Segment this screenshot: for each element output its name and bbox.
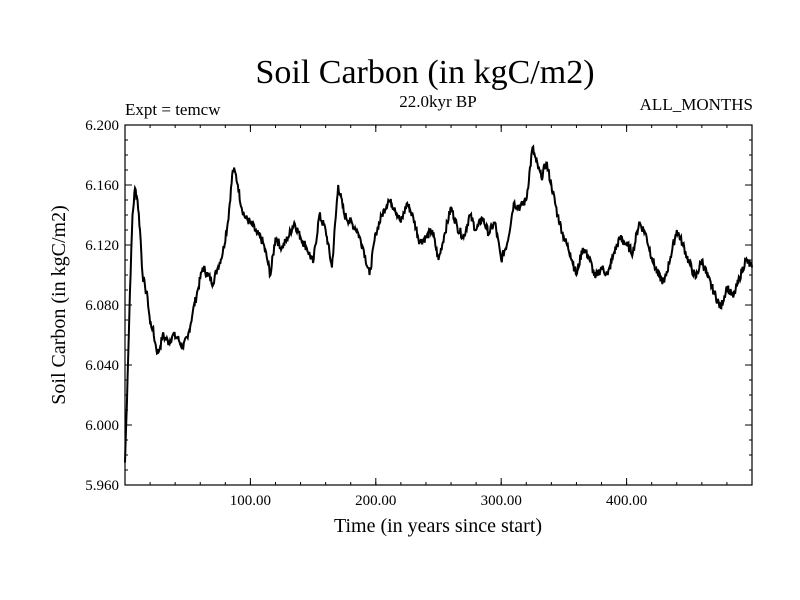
y-tick-label: 6.120 [85,238,119,254]
x-tick-label: 200.00 [355,493,396,509]
x-axis: 100.00 200.00 300.00 400.00 [124,125,753,509]
y-tick-label: 6.200 [85,118,119,134]
y-axis-label: Soil Carbon (in kgC/m2) [48,205,70,404]
months-label: ALL_MONTHS [640,95,753,114]
x-tick-label: 100.00 [230,493,271,509]
y-tick-label: 5.960 [85,478,119,494]
chart-title: Soil Carbon (in kgC/m2) [255,54,594,91]
plot-frame [124,124,753,486]
x-axis-label: Time (in years since start) [334,515,542,537]
period-label: 22.0kyr BP [399,92,476,111]
y-tick-label: 6.080 [85,298,119,314]
x-tick-label: 400.00 [606,493,647,509]
y-tick-label: 6.000 [85,418,119,434]
y-axis: 5.960 6.000 6.040 6.080 6.120 6.160 6.200 [85,118,752,494]
experiment-label: Expt = temcw [125,100,221,119]
y-tick-label: 6.160 [85,178,119,194]
soil-carbon-line [124,144,753,463]
x-tick-label: 300.00 [481,493,522,509]
y-tick-label: 6.040 [85,358,119,374]
